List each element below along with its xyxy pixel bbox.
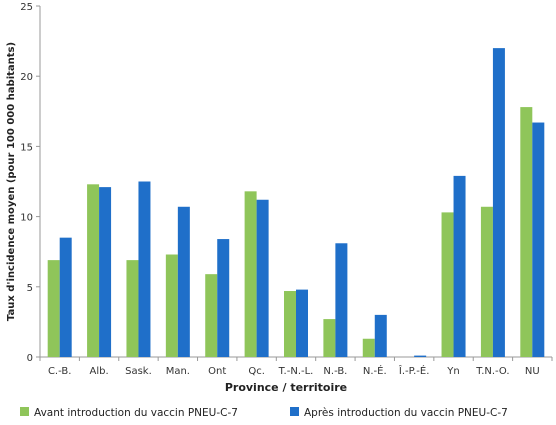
- x-axis-title: Province / territoire: [225, 381, 347, 394]
- x-tick-label: Qc.: [248, 366, 265, 377]
- y-tick-label: 10: [20, 213, 33, 224]
- bar-avant-5: [244, 191, 257, 357]
- y-tick-label: 15: [20, 142, 33, 153]
- bar-apres-9: [414, 355, 427, 357]
- bar-apres-4: [217, 239, 230, 357]
- x-tick-label: C.-B.: [48, 366, 71, 377]
- legend-apres-swatch: [290, 407, 299, 416]
- x-tick-label: T.N.-O.: [475, 366, 509, 377]
- x-tick-label: T.-N.-L.: [278, 366, 314, 377]
- x-tick-label: Yn: [446, 366, 459, 377]
- y-axis-title: Taux d'incidence moyen (pour 100 000 hab…: [6, 42, 17, 321]
- bar-apres-7: [335, 243, 348, 357]
- bar-avant-0: [47, 260, 60, 357]
- legend-avant-label: Avant introduction du vaccin PNEU-C-7: [34, 407, 238, 419]
- bar-avant-3: [165, 254, 178, 357]
- bar-avant-11: [480, 206, 493, 357]
- bar-apres-6: [296, 289, 308, 357]
- bar-apres-5: [256, 199, 269, 357]
- bar-avant-4: [205, 274, 218, 357]
- bars: [47, 48, 545, 358]
- bar-apres-2: [138, 181, 151, 357]
- bar-apres-11: [492, 48, 505, 358]
- y-tick-label: 0: [27, 353, 33, 364]
- bar-apres-10: [453, 175, 466, 357]
- bar-apres-0: [59, 237, 72, 357]
- x-tick-label: N.-B.: [323, 366, 347, 377]
- y-tick-label: 25: [20, 2, 33, 13]
- bar-apres-3: [177, 206, 190, 357]
- bar-avant-8: [362, 338, 375, 357]
- x-tick-label: Î.-P.-É.: [398, 364, 430, 377]
- x-tick-label: Man.: [166, 366, 190, 377]
- x-tick-label: Alb.: [89, 366, 108, 377]
- bar-avant-7: [323, 319, 336, 357]
- bar-avant-2: [126, 260, 139, 357]
- bar-avant-10: [441, 212, 454, 357]
- legend-apres-label: Après introduction du vaccin PNEU-C-7: [304, 407, 508, 419]
- y-tick-label: 5: [27, 283, 33, 294]
- bar-avant-12: [520, 107, 533, 357]
- legend-avant-swatch: [20, 407, 29, 416]
- legend: Avant introduction du vaccin PNEU-C-7 Apr…: [20, 407, 508, 419]
- bar-apres-12: [532, 122, 545, 357]
- bar-avant-6: [284, 291, 296, 357]
- bar-avant-1: [87, 184, 100, 357]
- axis-labels: 0 5 10 15 20 25 C.-B. Alb. Sask. Man. Ont Qc. T.-N.-…: [6, 2, 540, 394]
- x-tick-label: N.-É.: [363, 364, 387, 377]
- x-tick-label: Ont: [208, 366, 226, 377]
- bar-apres-8: [374, 314, 387, 357]
- bar-apres-1: [99, 187, 112, 357]
- axes: [36, 5, 553, 361]
- x-tick-label: Sask.: [125, 366, 152, 377]
- y-tick-label: 20: [20, 72, 33, 83]
- x-tick-label: NU: [525, 366, 540, 377]
